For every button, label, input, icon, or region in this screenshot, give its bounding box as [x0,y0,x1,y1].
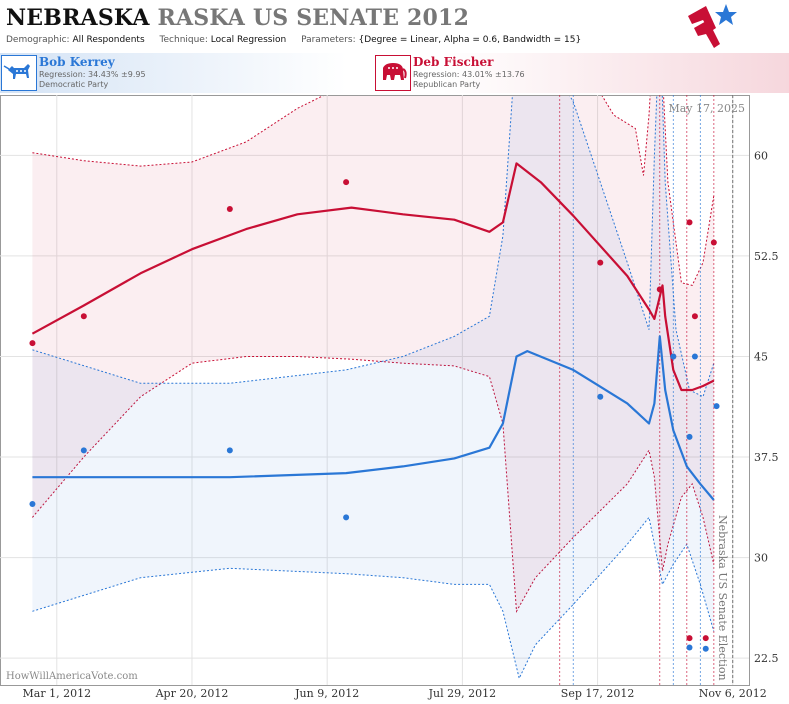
poll-points [29,179,720,652]
candidate-regression: Regression: 34.43% ±9.95 [39,70,146,79]
bob-kerrey-band-upper [32,96,715,398]
y-tick-label: 52.5 [754,250,779,263]
poll-date-markers [559,95,734,685]
x-tick-label: Sep 17, 2012 [561,687,635,700]
bob-kerrey-poll-point [80,447,87,454]
confidence-bands [32,96,715,680]
parameters-label: Parameters: [301,35,356,45]
deb-fischer-regression-line [31,162,715,392]
x-axis-ticks: Mar 1, 2012 Apr 20, 2012 Jun 9, 2012 Jul 29… [23,687,767,700]
bob-kerrey-poll-point [691,353,698,360]
bob-kerrey-poll-point [226,447,233,454]
bob-kerrey-poll-point [29,500,36,507]
y-tick-label: 37.5 [754,451,779,464]
demographic-value: All Respondents [72,35,145,45]
page-title: NEBRASKA RASKA US SENATE 2012 [6,5,469,31]
deb-fischer-poll-point [691,313,698,320]
candidate-legend: Bob Kerrey Regression: 34.43% ±9.95 Demo… [0,53,789,93]
deb-fischer-poll-point [686,219,693,226]
header: NEBRASKA RASKA US SENATE 2012 Demographi… [0,0,789,52]
grid-lines [0,95,749,685]
bob-kerrey-poll-point [597,393,604,400]
chart-area: 22.5 30 37.5 45 52.5 60 Mar 1, 2012 Apr 20, 20… [0,95,779,700]
elephant-icon [375,55,411,91]
bob-kerrey-poll-point [702,645,709,652]
parameters-line: Demographic: All Respondents Technique: … [6,35,593,45]
candidate-name: Deb Fischer [413,55,494,69]
x-tick-label: Jun 9, 2012 [294,687,359,700]
deb-fischer-poll-point [702,635,709,642]
technique-label: Technique: [159,35,208,45]
y-tick-label: 45 [754,350,768,363]
demographic-label: Demographic: [6,35,70,45]
election-label: Nebraska US Senate Election [716,515,729,681]
x-tick-label: Apr 20, 2012 [155,687,229,700]
deb-fischer-poll-point [597,259,604,266]
candidate-party: Democratic Party [39,80,109,89]
technique-value: Local Regression [210,35,287,45]
deb-fischer-band-lower [32,356,715,613]
site-logo-icon [688,4,737,48]
bob-kerrey-regression-line [32,335,715,501]
deb-fischer-poll-point [29,340,36,347]
bob-kerrey-poll-point [670,353,677,360]
watermark: HowWillAmericaVote.com [6,671,138,682]
bob-kerrey-poll-point [713,403,720,410]
deb-fischer-poll-point [656,286,663,293]
parameters-value: {Degree = Linear, Alpha = 0.6, Bandwidth… [358,35,582,45]
candidate-regression: Regression: 43.01% ±13.76 [413,70,525,79]
bob-kerrey-band-area [32,96,714,679]
deb-fischer-poll-point [686,635,693,642]
bob-kerrey-poll-point [343,514,350,521]
x-tick-label: Mar 1, 2012 [23,687,92,700]
y-tick-label: 22.5 [754,652,779,665]
x-tick-label: Nov 6, 2012 [699,687,767,700]
title-state: NEBRASKA [6,5,150,31]
y-tick-label: 60 [754,149,768,162]
candidate-name: Bob Kerrey [39,55,115,69]
deb-fischer-poll-point [226,205,233,212]
deb-fischer-poll-point [80,313,87,320]
chart-date: May 17, 2025 [668,102,745,115]
regression-lines [31,162,715,501]
deb-fischer-band-area [32,96,714,612]
deb-fischer-poll-point [343,179,350,186]
deb-fischer-poll-point [710,239,717,246]
title-race: RASKA US SENATE 2012 [157,5,470,31]
y-tick-label: 30 [754,552,768,565]
candidate-party: Republican Party [413,80,481,89]
plot-frame [0,95,750,686]
donkey-icon [1,55,37,91]
y-axis-ticks: 22.5 30 37.5 45 52.5 60 [754,149,779,665]
bob-kerrey-poll-point [686,433,693,440]
x-tick-label: Jul 29, 2012 [428,687,497,700]
deb-fischer-band-upper [32,96,715,286]
bob-kerrey-poll-point [686,644,693,651]
